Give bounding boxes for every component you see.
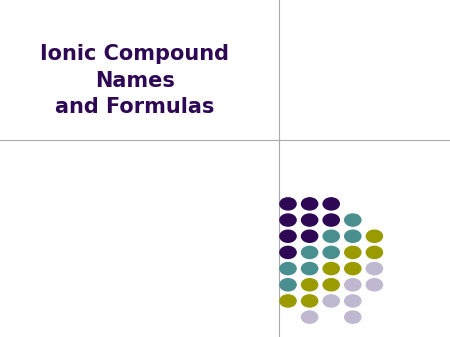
Circle shape (280, 198, 296, 210)
Circle shape (280, 295, 296, 307)
Circle shape (366, 263, 382, 275)
Circle shape (280, 246, 296, 258)
Circle shape (345, 295, 361, 307)
Circle shape (280, 279, 296, 291)
Circle shape (323, 279, 339, 291)
Circle shape (345, 279, 361, 291)
Circle shape (345, 263, 361, 275)
Circle shape (345, 230, 361, 242)
Circle shape (302, 230, 318, 242)
Circle shape (302, 198, 318, 210)
Circle shape (323, 246, 339, 258)
Circle shape (323, 263, 339, 275)
Circle shape (302, 214, 318, 226)
Circle shape (345, 246, 361, 258)
Circle shape (302, 311, 318, 323)
Circle shape (366, 279, 382, 291)
Circle shape (280, 263, 296, 275)
Circle shape (366, 230, 382, 242)
Circle shape (302, 263, 318, 275)
Circle shape (345, 311, 361, 323)
Circle shape (366, 246, 382, 258)
Circle shape (280, 214, 296, 226)
Circle shape (323, 214, 339, 226)
Circle shape (302, 246, 318, 258)
Circle shape (345, 214, 361, 226)
Circle shape (280, 230, 296, 242)
Text: Ionic Compound
Names
and Formulas: Ionic Compound Names and Formulas (40, 44, 230, 117)
Circle shape (302, 279, 318, 291)
Circle shape (302, 295, 318, 307)
Circle shape (323, 198, 339, 210)
Circle shape (323, 230, 339, 242)
Circle shape (323, 295, 339, 307)
